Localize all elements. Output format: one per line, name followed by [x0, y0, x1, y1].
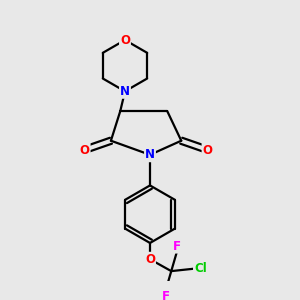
Text: N: N	[120, 85, 130, 98]
Text: F: F	[173, 240, 181, 253]
Text: O: O	[120, 34, 130, 46]
Text: F: F	[162, 290, 170, 300]
Text: Cl: Cl	[194, 262, 207, 275]
Text: N: N	[145, 148, 155, 161]
Text: O: O	[80, 144, 90, 157]
Text: O: O	[202, 144, 212, 157]
Text: O: O	[145, 253, 155, 266]
